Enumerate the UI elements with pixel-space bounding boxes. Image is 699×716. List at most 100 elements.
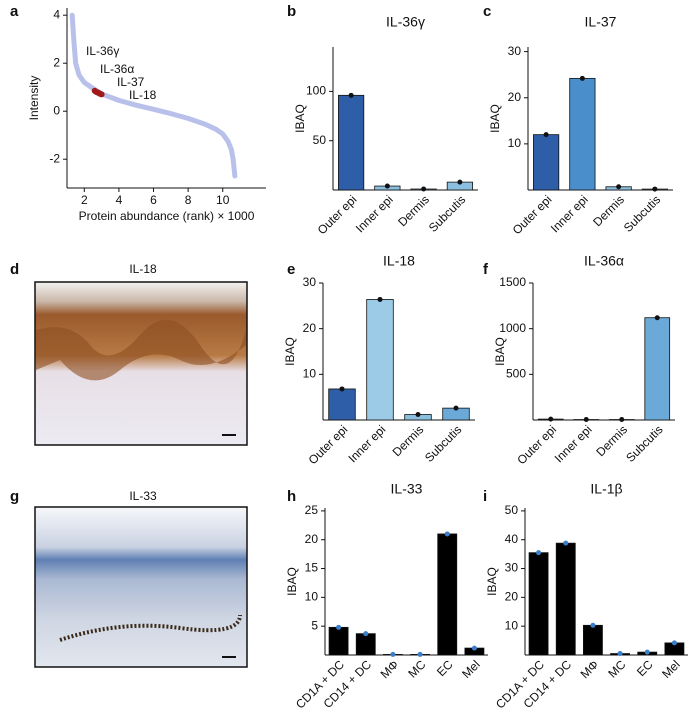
bar-dot <box>548 417 553 422</box>
y-tick-label: 1500 <box>499 275 526 289</box>
x-tick-label: Inner epi <box>548 192 591 235</box>
panel-letter: c <box>483 3 491 20</box>
y-tick-label: 10 <box>303 367 317 381</box>
x-tick-label: Mel <box>659 657 683 681</box>
y-tick-label: 50 <box>313 133 327 147</box>
y-tick-label: 20 <box>505 590 519 604</box>
y-tick-label: 10 <box>305 590 319 604</box>
bar-dot <box>385 184 390 189</box>
x-tick-label: Subcutis <box>621 192 663 234</box>
x-tick-label: EC <box>634 657 656 679</box>
y-tick-label: 5 <box>311 618 318 632</box>
curve <box>95 91 102 95</box>
bar <box>356 634 375 655</box>
micrograph <box>35 507 247 667</box>
panel-letter: f <box>483 261 489 278</box>
annotation: IL-37 <box>117 75 145 89</box>
x-tick-label: Outer epi <box>306 422 351 467</box>
y-axis-label: IBAQ <box>285 567 299 596</box>
image-title: IL-18 <box>129 262 157 276</box>
y-tick-label: 40 <box>505 532 519 546</box>
y-tick-label: 30 <box>508 44 522 58</box>
panel-letter: e <box>287 261 295 278</box>
annotation: IL-18 <box>129 88 157 102</box>
x-tick-label: Outer epi <box>315 192 360 237</box>
x-tick-label: Outer epi <box>510 192 555 237</box>
bar <box>329 389 356 420</box>
y-axis-label: IBAQ <box>485 567 499 596</box>
bar-dot <box>363 631 368 636</box>
bar-dot <box>616 184 621 189</box>
annotation: IL-36γ <box>86 44 119 58</box>
y-axis-label: Intensity <box>27 76 41 121</box>
micrograph-g <box>35 507 247 667</box>
x-tick-label: 6 <box>150 193 157 207</box>
bar-dot <box>580 76 585 81</box>
y-tick-label: 20 <box>303 321 317 335</box>
x-tick-label: MC <box>605 657 628 680</box>
y-tick-label: -2 <box>49 151 60 165</box>
bar-dot <box>655 315 660 320</box>
x-tick-label: Inner epi <box>353 192 396 235</box>
y-axis-label: IBAQ <box>283 337 297 366</box>
chart-title: IL-36α <box>584 253 624 269</box>
bar-dot <box>390 652 395 657</box>
bar <box>533 135 558 190</box>
x-tick-label: 2 <box>81 193 88 207</box>
y-tick-label: 10 <box>508 136 522 150</box>
y-tick-label: 30 <box>303 275 317 289</box>
x-tick-label: Subcutis <box>623 422 665 464</box>
bar-dot <box>378 297 383 302</box>
bar-dot <box>416 412 421 417</box>
bar-dot <box>544 132 549 137</box>
x-axis-label: Protein abundance (rank) × 1000 <box>79 209 255 223</box>
y-tick-label: 25 <box>305 503 319 517</box>
bar <box>438 534 457 655</box>
bar-dot <box>472 646 477 651</box>
bar-dot <box>652 187 657 192</box>
x-tick-label: Subcutis <box>422 422 464 464</box>
y-tick-label: 100 <box>306 84 326 98</box>
bar <box>556 543 575 655</box>
y-tick-label: 20 <box>508 90 522 104</box>
panel-letter: a <box>10 3 19 20</box>
bar-dot <box>454 406 459 411</box>
bar <box>570 78 595 190</box>
x-tick-label: 8 <box>185 193 192 207</box>
panel-letter: h <box>287 488 296 505</box>
y-axis-label: IBAQ <box>293 104 307 133</box>
bar-dot <box>619 417 624 422</box>
panel-letter: g <box>10 488 19 505</box>
panel-letter: b <box>287 3 296 20</box>
bar-dot <box>590 623 595 628</box>
y-axis-label: IBAQ <box>488 104 502 133</box>
bar-dot <box>457 180 462 185</box>
y-tick-label: 15 <box>305 561 319 575</box>
chart-title: IL-18 <box>383 253 415 269</box>
annotation: IL-36α <box>100 62 134 76</box>
bar-dot <box>445 531 450 536</box>
bar-dot <box>672 640 677 645</box>
bar-dot <box>421 187 426 192</box>
x-tick-label: 4 <box>116 193 123 207</box>
y-tick-label: 50 <box>505 503 519 517</box>
bar <box>583 625 602 655</box>
chart-title: IL-1β <box>590 481 622 497</box>
micrograph-d <box>35 282 247 445</box>
x-tick-label: 10 <box>216 193 230 207</box>
panel-letter: i <box>483 488 487 505</box>
bar-dot <box>584 417 589 422</box>
x-tick-label: Outer epi <box>514 422 559 467</box>
bar-dot <box>618 651 623 656</box>
bar <box>367 299 394 420</box>
y-tick-label: 0 <box>53 103 60 117</box>
y-tick-label: 30 <box>505 561 519 575</box>
y-tick-label: 2 <box>53 55 60 69</box>
bar-dot <box>645 650 650 655</box>
x-tick-label: Subcutis <box>426 192 468 234</box>
bar <box>645 318 670 420</box>
x-tick-label: MC <box>405 657 428 680</box>
bar <box>338 95 363 190</box>
y-tick-label: 500 <box>506 367 526 381</box>
